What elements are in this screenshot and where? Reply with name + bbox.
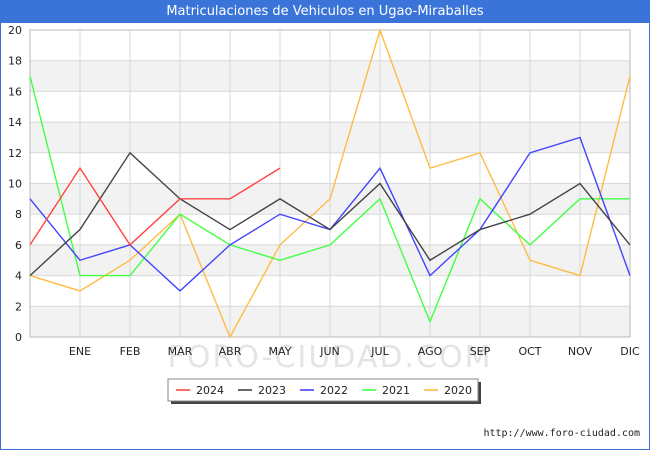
- legend-box: [167, 378, 479, 402]
- x-tick-label: NOV: [568, 345, 593, 358]
- series-line-2020: [29, 27, 631, 339]
- series-line-2023: [29, 151, 631, 277]
- y-tick-label: 4: [15, 270, 22, 283]
- y-axis-ticks: 0 2 4 6 8 10 12 14 16 18 20: [8, 24, 22, 344]
- source-url: http://www.foro-ciudad.com: [483, 428, 640, 439]
- x-tick-label: AGO: [418, 345, 443, 358]
- y-tick-label: 16: [8, 85, 22, 98]
- x-tick-label: JUN: [319, 345, 340, 358]
- y-tick-label: 18: [8, 55, 22, 68]
- legend-label-2020: 2020: [444, 384, 472, 397]
- y-tick-label: 0: [15, 331, 22, 344]
- y-tick-label: 20: [8, 24, 22, 37]
- legend: 2024 2023 2022 2021 2020: [167, 378, 481, 404]
- y-tick-label: 12: [8, 147, 22, 160]
- x-tick-label: SEP: [470, 345, 491, 358]
- x-tick-label: OCT: [518, 345, 541, 358]
- x-tick-label: ENE: [69, 345, 91, 358]
- x-tick-label: DIC: [620, 345, 640, 358]
- y-tick-label: 8: [15, 208, 22, 221]
- series-line-2024: [29, 166, 281, 246]
- x-axis-ticks: ENE FEB MAR ABR MAY JUN JUL AGO SEP OCT NOV DIC: [69, 345, 640, 358]
- x-tick-label: MAY: [269, 345, 292, 358]
- y-tick-label: 2: [15, 300, 22, 313]
- x-tick-label: ABR: [219, 345, 242, 358]
- x-tick-label: FEB: [120, 345, 141, 358]
- series-line-2021: [29, 75, 630, 324]
- series-lines: [29, 27, 631, 339]
- y-tick-label: 10: [8, 178, 22, 191]
- x-tick-label: MAR: [168, 345, 193, 358]
- legend-label-2024: 2024: [196, 384, 224, 397]
- legend-label-2021: 2021: [382, 384, 410, 397]
- plot-border: [29, 29, 631, 338]
- y-tick-label: 6: [15, 239, 22, 252]
- x-tick-label: JUL: [370, 345, 389, 358]
- y-tick-label: 14: [8, 116, 22, 129]
- legend-label-2023: 2023: [258, 384, 286, 397]
- watermark: FORO-CIUDAD.COM: [168, 340, 493, 375]
- chart-title: Matriculaciones de Vehiculos en Ugao-Mir…: [0, 0, 650, 23]
- legend-label-2022: 2022: [320, 384, 348, 397]
